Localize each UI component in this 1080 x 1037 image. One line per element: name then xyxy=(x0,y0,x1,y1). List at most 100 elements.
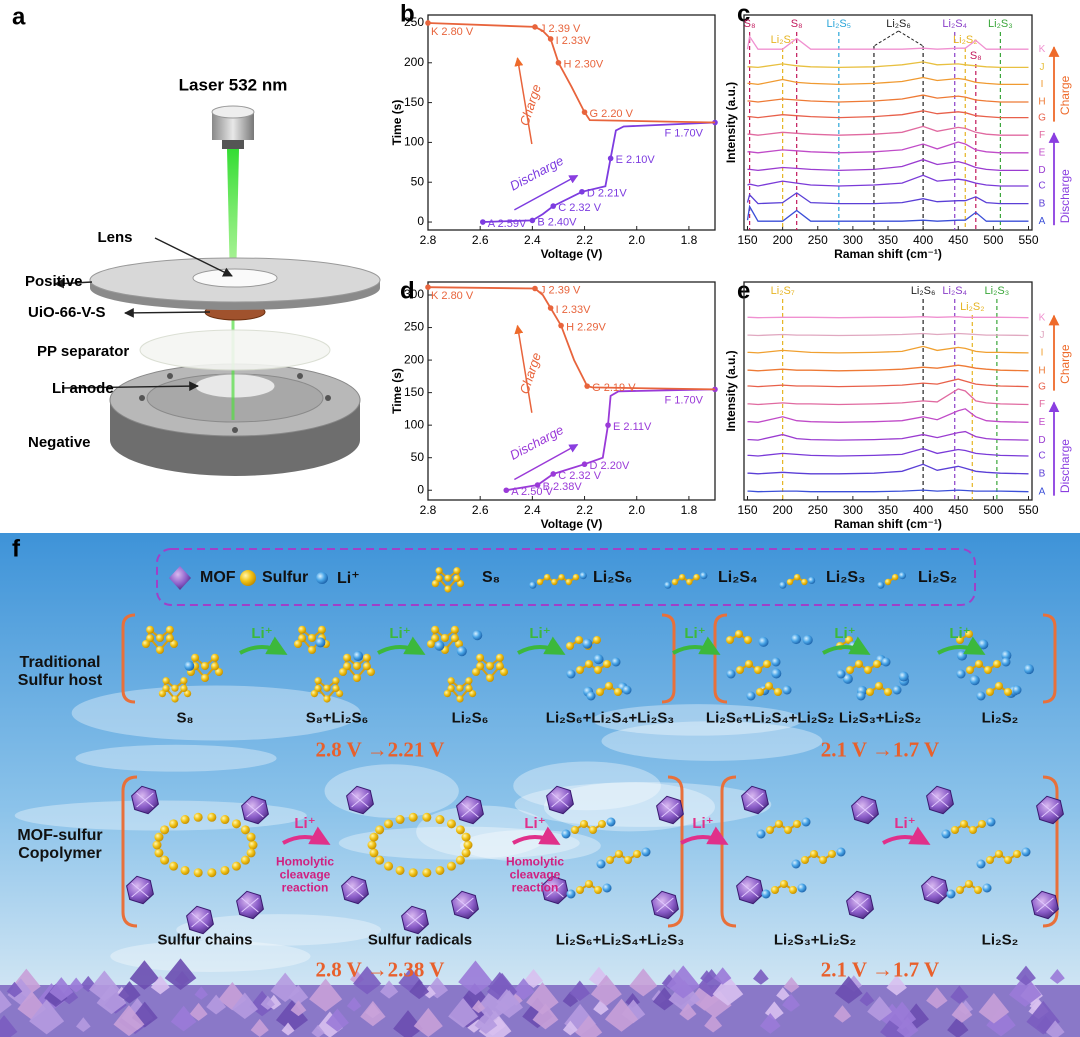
crystal xyxy=(776,987,790,1001)
molecules xyxy=(126,566,1064,935)
sulfur-atom xyxy=(193,812,203,822)
point-label: B 2.38V xyxy=(543,481,583,493)
sulfur-atom xyxy=(169,819,179,829)
sulfur-atom xyxy=(369,832,379,842)
crystal xyxy=(753,968,769,985)
series-line xyxy=(746,204,1029,222)
series-label: E xyxy=(1039,417,1046,428)
sulfur-atom xyxy=(453,567,461,575)
data-point xyxy=(532,24,538,30)
y-tick-label: 250 xyxy=(404,320,424,334)
step-label: Li⁺ xyxy=(692,815,714,832)
series-label: K xyxy=(1039,44,1046,55)
data-point xyxy=(547,305,554,311)
x-tick-label: 2.2 xyxy=(576,233,593,247)
li-atom xyxy=(946,889,956,899)
data-point xyxy=(581,461,588,468)
y-axis-label: Time (s) xyxy=(390,368,404,414)
x-tick-label: 400 xyxy=(913,233,933,247)
data-point xyxy=(605,422,611,428)
data-point xyxy=(425,20,431,26)
sulfur-atom xyxy=(472,668,480,676)
sulfur-atom xyxy=(615,850,623,858)
li-atom xyxy=(856,691,866,701)
li-atom xyxy=(606,817,616,827)
sulfur-atom xyxy=(580,820,588,828)
step-label: Li⁺ xyxy=(684,625,706,642)
sulfur-atom xyxy=(585,880,593,888)
li-atom xyxy=(566,669,576,679)
li-atom xyxy=(892,685,902,695)
sulfur-atom xyxy=(469,690,477,698)
crystal xyxy=(590,974,622,1006)
x-tick-label: 550 xyxy=(1018,233,1038,247)
point-label: D 2.21V xyxy=(587,188,627,200)
x-tick-label: 2.8 xyxy=(420,503,437,517)
laser-beam xyxy=(227,149,239,285)
step-arrow xyxy=(822,636,871,655)
series-label: C xyxy=(1038,181,1045,192)
sulfur-atom xyxy=(431,625,440,634)
sulfur-atom xyxy=(614,688,622,696)
sulfur-atom xyxy=(969,826,977,834)
voltage-range: 2.8 V →2.21 V xyxy=(315,737,445,762)
sulfur-atom xyxy=(240,825,250,835)
mof-edge xyxy=(406,912,424,928)
x-tick-label: 2.8 xyxy=(420,233,437,247)
x-tick-label: 2.0 xyxy=(628,233,645,247)
point-label: J 2.39 V xyxy=(540,284,581,296)
sulfur-atom xyxy=(336,690,344,698)
step-arrow xyxy=(882,826,931,845)
x-tick-label: 150 xyxy=(737,233,757,247)
sulfur-atom xyxy=(465,677,473,685)
y-tick-label: 200 xyxy=(404,55,424,69)
step-label: Li⁺ xyxy=(251,625,273,642)
x-tick-label: 1.8 xyxy=(681,233,698,247)
step-note: Homolytic cleavage reaction xyxy=(505,854,564,895)
sulfur-atom xyxy=(450,625,459,634)
sulfur-atom xyxy=(455,825,465,835)
crystal xyxy=(629,968,658,997)
bracket xyxy=(1042,775,1059,928)
data-point xyxy=(503,487,510,494)
data-point xyxy=(547,36,554,42)
bracket xyxy=(720,775,737,928)
sulfur-atom xyxy=(343,662,352,671)
sulfur-atom xyxy=(435,865,445,875)
part-label: Li anode xyxy=(52,380,114,397)
data-point xyxy=(534,482,541,488)
crystal xyxy=(76,1017,91,1032)
annotation-arrow xyxy=(514,324,533,413)
li-atom xyxy=(1021,847,1031,857)
sulfur-atom xyxy=(154,848,164,858)
li-atom xyxy=(771,668,782,679)
sulfur-atom xyxy=(995,850,1003,858)
cloud xyxy=(514,782,772,827)
li-atom xyxy=(836,669,846,679)
x-tick-label: 150 xyxy=(737,503,757,517)
marker-label: Li₂S₆ xyxy=(911,285,936,297)
series-line xyxy=(427,286,716,391)
panel-label: a xyxy=(12,3,26,30)
x-tick-label: 450 xyxy=(948,233,968,247)
point-label: E 2.11V xyxy=(613,421,652,433)
stage-label: Li₂S₆+Li₂S₄+Li₂S₃ xyxy=(555,931,685,949)
marker-connector xyxy=(898,30,924,47)
li-atom xyxy=(779,581,787,589)
mof-edge xyxy=(656,897,674,913)
series-label: J xyxy=(1040,62,1045,73)
sulfur-atom xyxy=(162,684,170,693)
sulfur-atom xyxy=(461,848,471,858)
scheme-background xyxy=(0,533,1080,1037)
mof-edge xyxy=(456,897,474,913)
crystal xyxy=(311,1024,325,1037)
series-line xyxy=(747,447,1029,457)
data-point xyxy=(607,155,614,162)
bracket xyxy=(121,775,138,928)
sulfur-atom xyxy=(1013,850,1021,858)
sulfur-atom xyxy=(495,662,504,671)
series-line xyxy=(746,34,1029,50)
sulfur-atom xyxy=(210,653,219,662)
li-atom xyxy=(941,829,951,839)
sulfur-atom xyxy=(960,820,968,828)
